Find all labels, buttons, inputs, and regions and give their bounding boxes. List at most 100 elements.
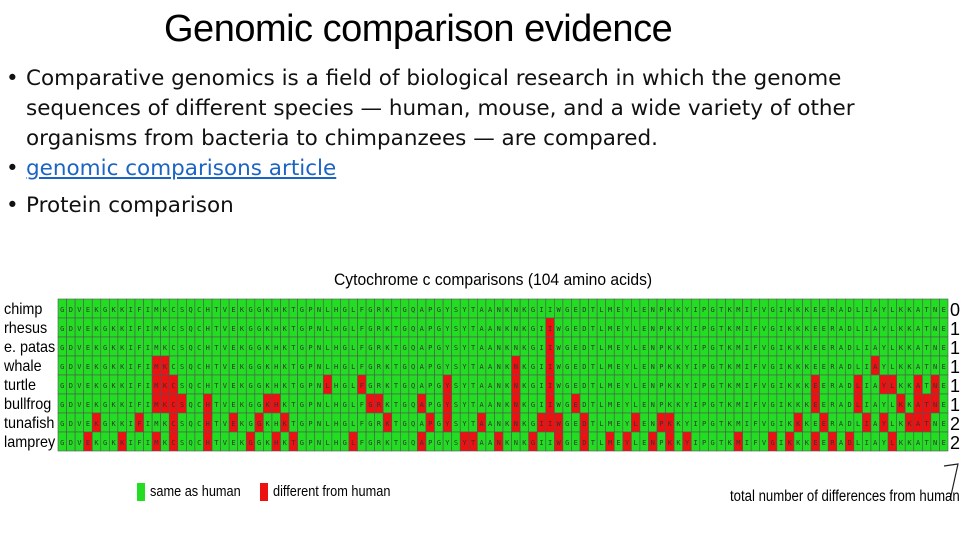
residue-letter: F [137, 363, 141, 371]
residue-letter: L [351, 401, 355, 409]
residue-letter: Y [625, 439, 630, 447]
residue-letter: P [428, 306, 432, 314]
residue-letter: H [334, 325, 338, 333]
residue-letter: A [839, 439, 844, 447]
residue-letter: W [557, 420, 562, 428]
residue-letter: I [745, 420, 749, 428]
difference-count: 1 [950, 357, 960, 377]
residue-letter: A [488, 382, 493, 390]
residue-letter: N [317, 363, 321, 371]
residue-letter: K [907, 363, 912, 371]
residue-letter: W [557, 306, 562, 314]
residue-letter: K [907, 401, 912, 409]
residue-letter: C [171, 363, 175, 371]
residue-letter: Y [462, 401, 467, 409]
residue-letter: K [899, 344, 904, 352]
residue-letter: T [719, 325, 724, 333]
residue-letter: A [916, 363, 921, 371]
residue-letter: I [129, 306, 133, 314]
residue-letter: G [402, 325, 406, 333]
residue-letter: V [762, 363, 767, 371]
residue-letter: H [206, 363, 210, 371]
residue-letter: K [522, 325, 527, 333]
genomic-comparisons-link[interactable]: genomic comparisons article [26, 156, 337, 181]
residue-letter: D [69, 420, 73, 428]
residue-letter: I [865, 420, 869, 428]
residue-letter: L [325, 439, 329, 447]
residue-letter: K [805, 401, 810, 409]
residue-letter: T [394, 420, 399, 428]
residue-letter: N [933, 382, 937, 390]
residue-letter: Y [445, 344, 450, 352]
residue-letter: G [711, 439, 715, 447]
residue-letter: G [531, 420, 535, 428]
residue-letter: L [599, 363, 603, 371]
residue-letter: T [719, 401, 724, 409]
residue-letter: R [377, 401, 382, 409]
residue-letter: M [154, 420, 158, 428]
residue-letter: G [103, 325, 107, 333]
residue-letter: E [86, 401, 90, 409]
residue-letter: L [856, 344, 860, 352]
residue-letter: K [505, 306, 510, 314]
residue-letter: D [69, 439, 73, 447]
residue-letter: G [300, 363, 304, 371]
residue-letter: A [873, 439, 878, 447]
residue-letter: L [351, 439, 355, 447]
residue-letter: T [591, 344, 596, 352]
residue-letter: I [745, 325, 749, 333]
residue-letter: L [325, 420, 329, 428]
residue-letter: K [676, 306, 681, 314]
residue-letter: I [146, 306, 150, 314]
residue-letter: P [659, 344, 663, 352]
residue-letter: E [231, 439, 235, 447]
residue-letter: L [890, 325, 894, 333]
residue-letter: M [736, 401, 740, 409]
residue-letter: T [471, 420, 476, 428]
residue-letter: K [788, 363, 793, 371]
residue-letter: K [796, 325, 801, 333]
residue-letter: D [69, 325, 73, 333]
difference-count: 1 [950, 319, 960, 339]
residue-letter: N [497, 439, 501, 447]
residue-letter: C [197, 382, 201, 390]
residue-letter: G [257, 382, 261, 390]
residue-letter: K [163, 401, 168, 409]
residue-letter: W [557, 344, 562, 352]
residue-letter: F [137, 382, 141, 390]
residue-letter: G [565, 363, 569, 371]
residue-letter: G [770, 401, 774, 409]
residue-letter: G [368, 344, 372, 352]
residue-letter: G [368, 363, 372, 371]
residue-letter: E [616, 344, 620, 352]
residue-letter: T [471, 382, 476, 390]
residue-letter: Y [882, 325, 887, 333]
residue-letter: E [942, 401, 946, 409]
residue-letter: G [300, 420, 304, 428]
total-differences-label: total number of differences from human [730, 488, 960, 505]
residue-letter: G [103, 401, 107, 409]
difference-count: 2 [950, 414, 960, 434]
residue-letter: K [283, 420, 288, 428]
residue-letter: E [231, 363, 235, 371]
residue-letter: D [69, 306, 73, 314]
residue-letter: F [137, 344, 141, 352]
residue-letter: M [608, 344, 612, 352]
residue-letter: H [274, 325, 278, 333]
residue-letter: G [402, 420, 406, 428]
residue-letter: A [916, 420, 921, 428]
residue-letter: D [847, 325, 851, 333]
residue-letter: G [257, 306, 261, 314]
residue-letter: Y [462, 306, 467, 314]
residue-letter: K [728, 325, 733, 333]
residue-letter: Y [625, 306, 630, 314]
residue-letter: W [557, 401, 562, 409]
residue-letter: H [274, 382, 278, 390]
residue-letter: F [753, 420, 757, 428]
residue-letter: G [565, 306, 569, 314]
residue-letter: N [514, 306, 518, 314]
residue-letter: K [907, 420, 912, 428]
residue-letter: Q [411, 325, 415, 333]
residue-letter: D [582, 344, 586, 352]
residue-letter: I [129, 401, 133, 409]
